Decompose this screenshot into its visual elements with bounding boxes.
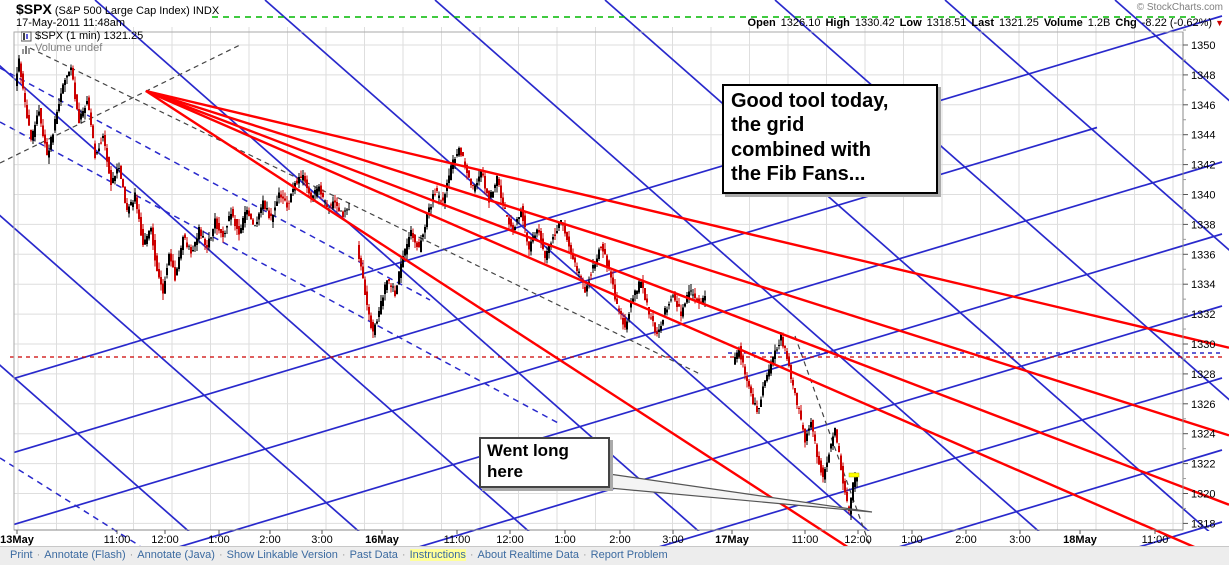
footer-link-past-data[interactable]: Past Data — [349, 549, 398, 561]
x-axis-label: 11:00 — [104, 534, 131, 546]
y-axis-label: 1340 — [1191, 190, 1215, 202]
y-axis-label: 1328 — [1191, 369, 1215, 381]
y-axis-label: 1324 — [1191, 429, 1215, 441]
candlestick-style-icon — [21, 31, 32, 41]
quote-value: 1.2B — [1087, 17, 1111, 29]
x-axis-label: 17May — [715, 534, 750, 546]
footer-link-report-problem[interactable]: Report Problem — [590, 549, 668, 561]
y-axis-label: 1348 — [1191, 70, 1215, 82]
x-axis-label: 1:00 — [554, 534, 575, 546]
stockcharts-credit: © StockCharts.com — [1136, 2, 1223, 13]
down-triangle-icon: ▼ — [1215, 18, 1224, 28]
y-axis-label: 1338 — [1191, 219, 1215, 231]
y-axis-label: 1350 — [1191, 40, 1215, 52]
y-axis-label: 1346 — [1191, 100, 1215, 112]
x-axis-label: 2:00 — [955, 534, 976, 546]
dashed-black-trendlines — [0, 43, 873, 553]
chart-footer-links: Print · Annotate (Flash) · Annotate (Java) · S… — [0, 546, 1229, 565]
y-axis-label: 1336 — [1191, 249, 1215, 261]
ohlc-quote-row: Open 1326.10 High 1330.42 Low 1318.51 Last 1321… — [748, 17, 1224, 29]
x-axis-label: 11:00 — [444, 534, 471, 546]
footer-separator: · — [218, 549, 223, 561]
annotation-note-fib-fans: Good tool today, the grid combined with … — [722, 84, 938, 194]
chart-title: $SPX (S&P 500 Large Cap Index) INDX — [16, 1, 219, 17]
horizontal-support-lines — [10, 352, 1222, 358]
y-axis: 1350 1348 1346 1344 1342 1340 1338 1336 1334 1332… — [1182, 29, 1215, 530]
footer-link-instructions[interactable]: Instructions — [409, 549, 466, 561]
last-price-marker — [848, 472, 860, 478]
candles-layer — [16, 55, 858, 521]
y-axis-label: 1334 — [1191, 279, 1215, 291]
volume-bars-icon — [22, 45, 30, 54]
x-axis-label: 11:00 — [1142, 534, 1169, 546]
footer-separator: · — [583, 549, 587, 561]
footer-link-show-linkable-version[interactable]: Show Linkable Version — [226, 549, 338, 561]
main-series-legend: $SPX (1 min) 1321.25 — [21, 30, 143, 42]
y-axis-label: 1318 — [1191, 518, 1215, 530]
x-axis-label: 16May — [365, 534, 400, 546]
y-axis-label: 1342 — [1191, 160, 1215, 172]
quote-value: 1318.51 — [926, 17, 967, 29]
quote-value: 1321.25 — [999, 17, 1039, 29]
x-axis-label: 3:00 — [311, 534, 332, 546]
y-axis-label: 1332 — [1191, 309, 1215, 321]
x-axis-label: 11:00 — [792, 534, 819, 546]
x-axis-label: 12:00 — [151, 534, 179, 546]
volume-legend-label: Volume undef — [35, 42, 103, 54]
footer-separator: · — [129, 549, 134, 561]
x-axis-label: 2:00 — [259, 534, 280, 546]
x-axis: 13May 11:00 12:00 1:00 2:00 3:00 16May 11:00 12:… — [0, 529, 1183, 546]
y-axis-label: 1326 — [1191, 399, 1215, 411]
volume-legend: Volume undef — [21, 42, 102, 54]
x-axis-label: 18May — [1063, 534, 1098, 546]
x-axis-label: 3:00 — [662, 534, 683, 546]
quote-value: -8.22 (-0.62%) — [1141, 17, 1213, 29]
main-series-label: $SPX (1 min) 1321.25 — [35, 30, 144, 42]
footer-link-about-realtime-data[interactable]: About Realtime Data — [477, 549, 580, 561]
quote-label: Open — [747, 17, 776, 29]
footer-separator: · — [401, 549, 406, 561]
y-axis-label: 1344 — [1191, 130, 1215, 142]
x-axis-label: 3:00 — [1009, 534, 1030, 546]
quote-label: Volume — [1043, 17, 1083, 29]
footer-link-print[interactable]: Print — [10, 549, 33, 561]
quote-value: 1326.10 — [780, 17, 821, 29]
y-axis-label: 1322 — [1191, 459, 1215, 471]
symbol-label: $SPX — [16, 1, 52, 17]
footer-separator: · — [469, 549, 474, 561]
quote-value: 1330.42 — [854, 17, 895, 29]
chart-datetime: 17-May-2011 11:48am — [16, 17, 126, 29]
y-axis-label: 1320 — [1191, 489, 1215, 501]
fib-fan — [145, 89, 1229, 552]
x-axis-label: 12:00 — [844, 534, 872, 546]
x-axis-label: 12:00 — [496, 534, 524, 546]
footer-separator: · — [341, 549, 346, 561]
footer-separator: · — [36, 549, 41, 561]
quote-label: Last — [971, 17, 995, 29]
x-axis-label: 2:00 — [609, 534, 630, 546]
quote-label: High — [825, 17, 850, 29]
quote-label: Low — [899, 17, 922, 29]
x-axis-label: 13May — [0, 534, 35, 546]
footer-link-annotate-flash-[interactable]: Annotate (Flash) — [44, 549, 126, 561]
annotation-note-went-long: Went long here — [479, 437, 610, 489]
x-axis-label: 1:00 — [901, 534, 922, 546]
y-axis-label: 1330 — [1191, 339, 1215, 351]
symbol-description: (S&P 500 Large Cap Index) INDX — [54, 5, 220, 17]
footer-link-annotate-java-[interactable]: Annotate (Java) — [137, 549, 215, 561]
x-axis-label: 1:00 — [208, 534, 229, 546]
quote-label: Chg — [1115, 17, 1137, 29]
